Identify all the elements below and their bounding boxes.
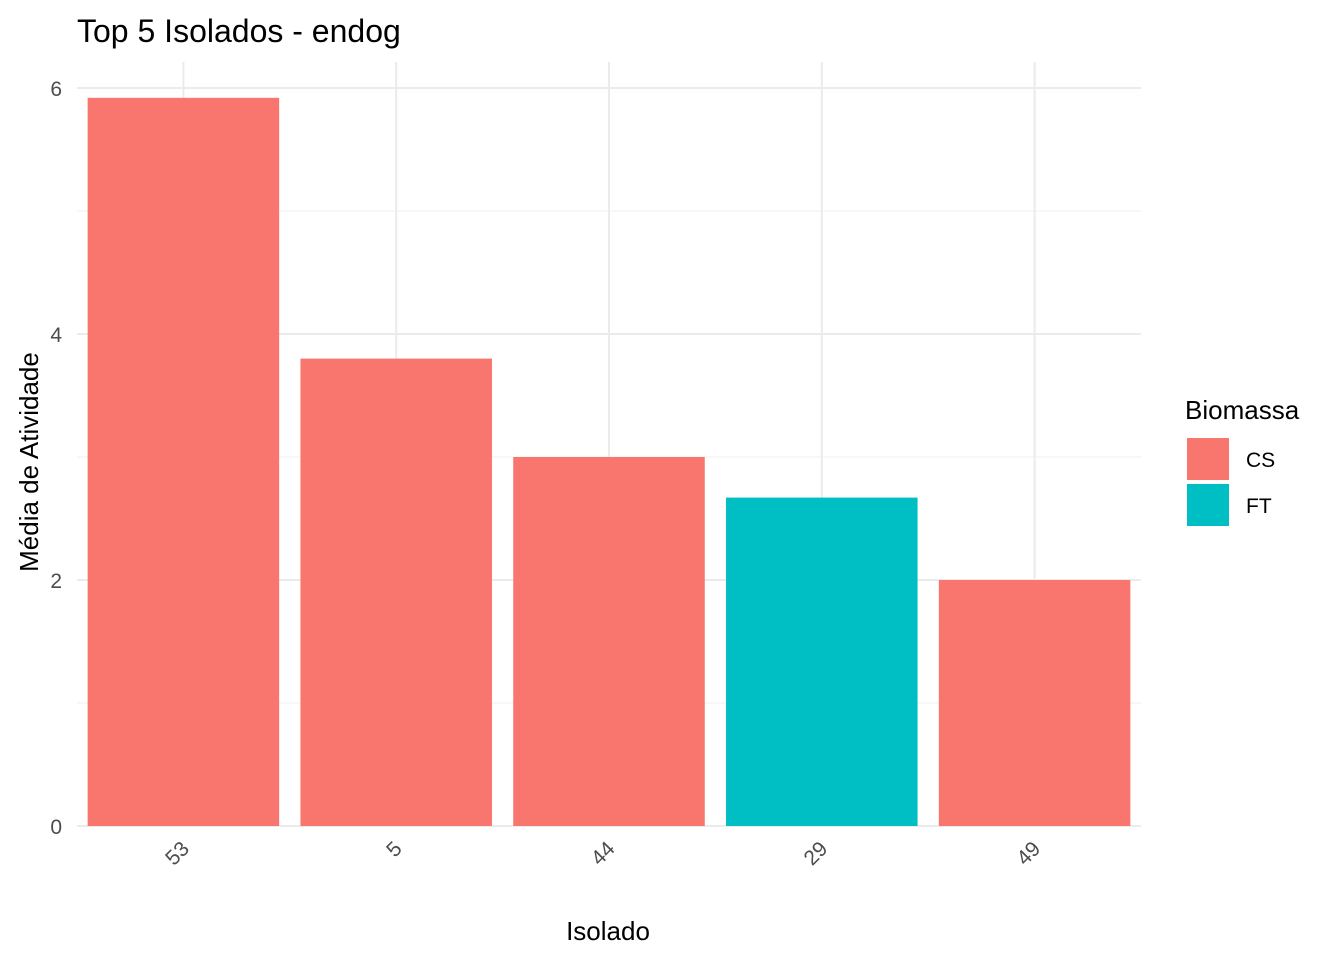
- bar-5: [300, 358, 492, 826]
- legend-label-ft: FT: [1246, 495, 1272, 518]
- chart-title: Top 5 Isolados - endog: [77, 13, 401, 49]
- y-tick-label: 2: [50, 570, 62, 593]
- bar-49: [938, 580, 1131, 826]
- y-tick-label: 4: [50, 324, 62, 347]
- legend-label-cs: CS: [1246, 449, 1275, 472]
- y-axis-title: Média de Atividade: [14, 352, 44, 572]
- legend-swatch-ft: [1187, 484, 1229, 526]
- x-axis-title: Isolado: [566, 916, 650, 946]
- bar-44: [513, 457, 705, 826]
- legend: Biomassa CS FT: [1185, 395, 1300, 526]
- x-axis-ticks: 53 5 44 29 49: [161, 837, 1045, 870]
- legend-title: Biomassa: [1185, 395, 1300, 425]
- y-tick-label: 0: [50, 816, 62, 839]
- y-axis-ticks: 0 2 4 6: [50, 78, 62, 839]
- x-tick-label: 53: [161, 837, 194, 870]
- bar-29: [726, 497, 918, 826]
- bars: [87, 97, 1131, 827]
- legend-items: CS FT: [1187, 438, 1275, 526]
- x-tick-label: 44: [587, 837, 620, 870]
- bar-53: [87, 97, 280, 827]
- y-tick-label: 6: [50, 78, 62, 101]
- legend-swatch-cs: [1187, 438, 1229, 480]
- x-tick-label: 49: [1012, 837, 1045, 870]
- x-tick-label: 29: [800, 837, 833, 870]
- x-tick-label: 5: [382, 837, 407, 862]
